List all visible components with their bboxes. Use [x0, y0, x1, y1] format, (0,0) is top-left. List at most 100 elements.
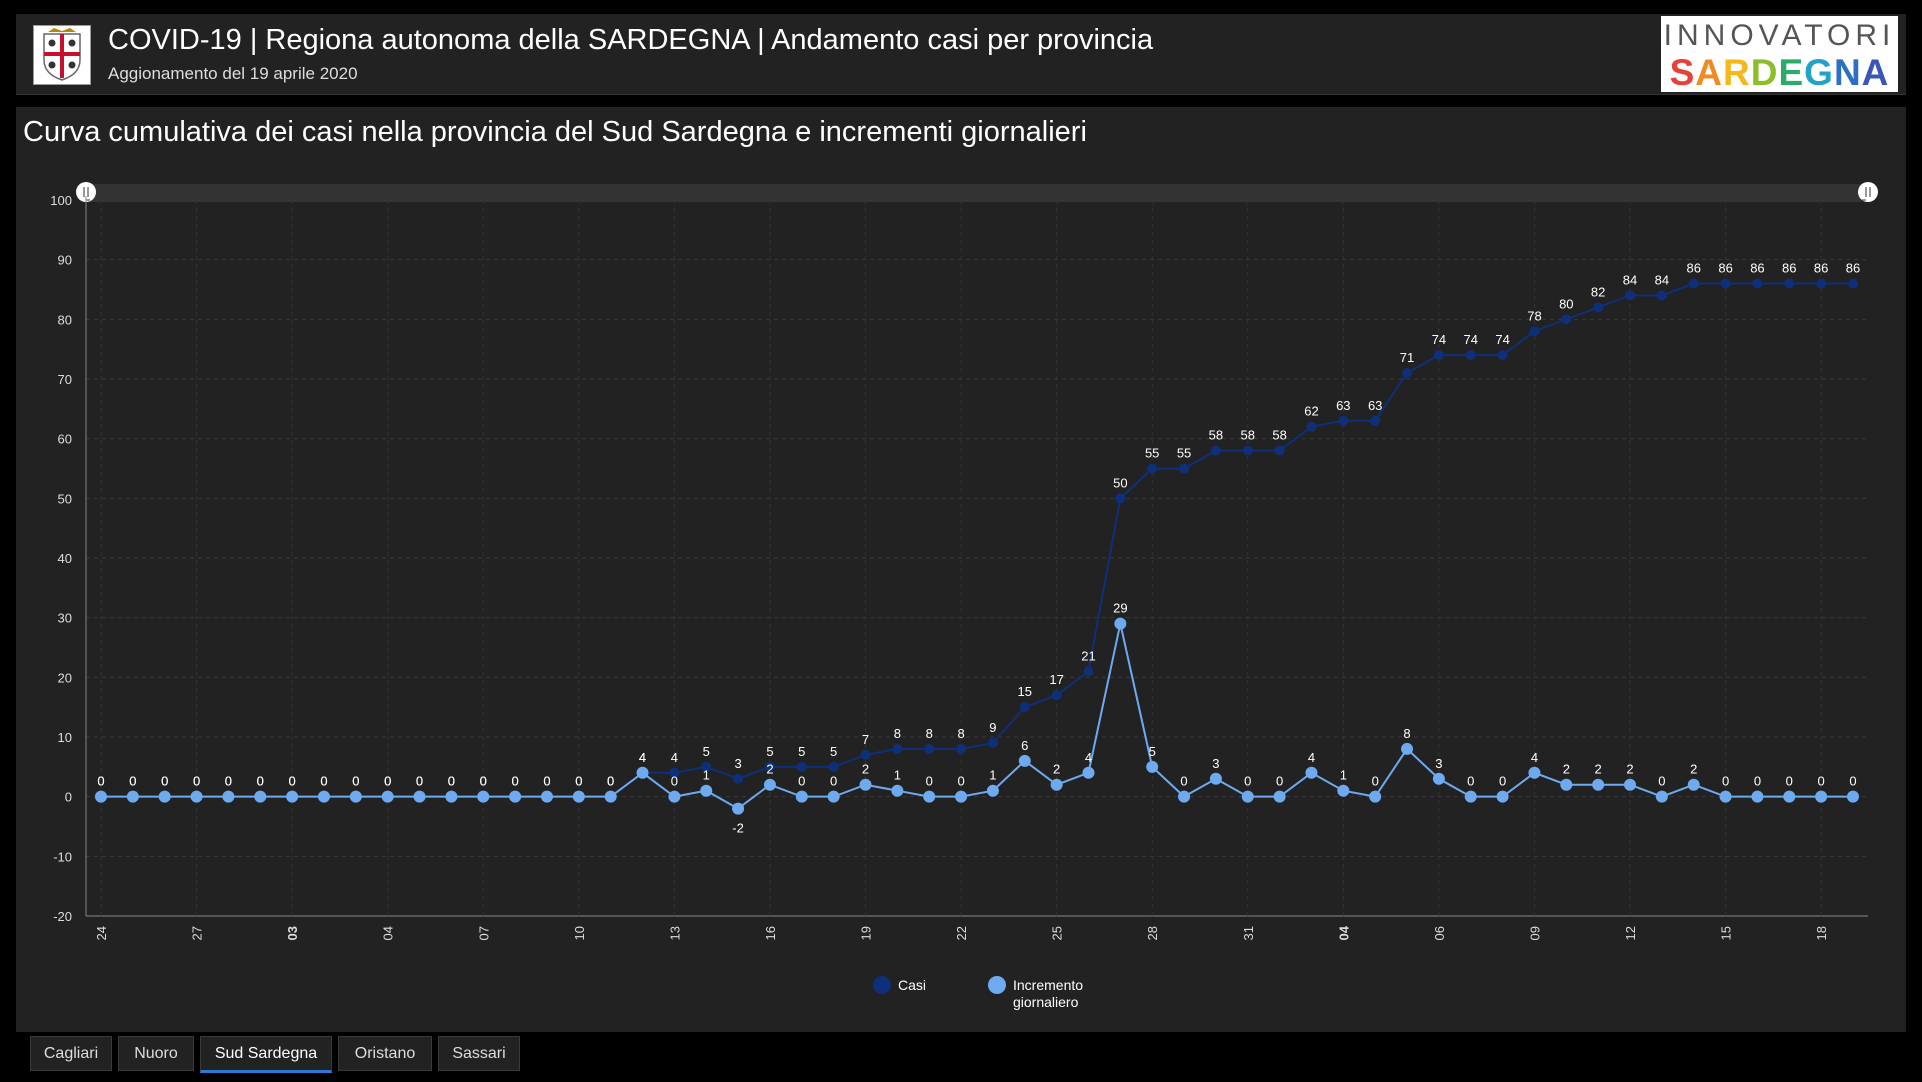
data-point	[1306, 421, 1317, 432]
data-label: 3	[1212, 756, 1219, 771]
data-label: 78	[1527, 308, 1541, 323]
data-point	[1465, 350, 1476, 361]
data-point	[795, 790, 808, 803]
data-point	[956, 743, 967, 754]
data-label: 2	[1626, 762, 1633, 777]
data-label: 0	[543, 774, 550, 789]
tab-cagliari[interactable]: Cagliari	[30, 1036, 112, 1071]
x-tick-label: 09	[1527, 926, 1542, 940]
logo-letter: R	[1723, 52, 1751, 93]
data-point	[349, 790, 362, 803]
data-label: 4	[639, 750, 646, 765]
data-label: 0	[448, 774, 455, 789]
data-label: 0	[225, 774, 232, 789]
data-label: 0	[575, 774, 582, 789]
data-point	[1464, 790, 1477, 803]
data-label: 55	[1145, 446, 1159, 461]
data-point	[986, 784, 999, 797]
data-point	[1752, 278, 1763, 289]
data-point	[1529, 326, 1540, 337]
x-tick-label: 24	[94, 926, 109, 940]
data-label: 0	[1658, 774, 1665, 789]
x-tick-label: 31	[1241, 926, 1256, 940]
data-label: 86	[1846, 261, 1860, 276]
tab-oristano[interactable]: Oristano	[338, 1036, 432, 1071]
range-slider-handle-left[interactable]	[76, 182, 96, 202]
data-point	[1274, 445, 1285, 456]
data-point	[1050, 778, 1063, 791]
data-label: 0	[161, 774, 168, 789]
data-label: 1	[894, 768, 901, 783]
data-point	[1115, 493, 1126, 504]
data-label: 21	[1081, 648, 1095, 663]
x-tick-label: 06	[1432, 926, 1447, 940]
data-label: 0	[129, 774, 136, 789]
data-label: 58	[1241, 428, 1255, 443]
y-tick-label: 80	[58, 312, 72, 327]
data-point	[860, 749, 871, 760]
data-point	[700, 784, 713, 797]
data-point	[1528, 766, 1541, 779]
data-point	[572, 790, 585, 803]
data-label: 9	[989, 720, 996, 735]
data-label: 74	[1495, 332, 1509, 347]
legend-marker-casi	[873, 976, 891, 994]
tab-sassari[interactable]: Sassari	[438, 1036, 520, 1071]
data-point	[1815, 790, 1828, 803]
y-tick-label: 10	[58, 730, 72, 745]
logo-line2: SARDEGNA	[1661, 52, 1898, 94]
data-point	[222, 790, 235, 803]
tab-sud-sardegna[interactable]: Sud Sardegna	[200, 1036, 332, 1073]
data-point	[733, 773, 744, 784]
data-point	[1147, 463, 1158, 474]
data-label: 0	[320, 774, 327, 789]
x-tick-label: 03	[285, 926, 300, 940]
tab-nuoro[interactable]: Nuoro	[118, 1036, 194, 1071]
data-point	[923, 790, 936, 803]
data-point	[892, 743, 903, 754]
data-point	[1051, 690, 1062, 701]
data-label: 0	[543, 774, 550, 789]
data-label: 7	[862, 732, 869, 747]
data-point	[1816, 278, 1827, 289]
data-point	[764, 761, 775, 772]
data-label: 0	[511, 774, 518, 789]
logo-letter: A	[1861, 52, 1890, 93]
x-tick-label: 04	[1336, 925, 1351, 940]
data-label: 0	[416, 774, 423, 789]
y-tick-label: 0	[65, 790, 72, 805]
data-point	[796, 761, 807, 772]
data-label: 0	[257, 774, 264, 789]
x-tick-label: 13	[667, 926, 682, 940]
data-label: 0	[352, 774, 359, 789]
sardinia-crest-logo	[33, 25, 91, 85]
legend-label-casi: Casi	[898, 977, 926, 993]
x-tick-label: 18	[1814, 926, 1829, 940]
data-point	[1560, 778, 1573, 791]
data-label: 0	[480, 774, 487, 789]
y-tick-label: 90	[58, 253, 72, 268]
data-point	[540, 790, 553, 803]
x-tick-label: 27	[190, 926, 205, 940]
data-label: 0	[161, 774, 168, 789]
data-label: 0	[448, 774, 455, 789]
data-label: 0	[511, 774, 518, 789]
data-point	[1402, 368, 1413, 379]
data-point	[190, 790, 203, 803]
legend-label-incremento: Incremento	[1013, 977, 1083, 993]
data-label: 0	[97, 774, 104, 789]
data-point	[1305, 766, 1318, 779]
data-label: 1	[989, 768, 996, 783]
range-slider-handle-right[interactable]	[1858, 182, 1878, 202]
x-tick-label: 28	[1145, 926, 1160, 940]
data-label: 0	[289, 774, 296, 789]
data-label: 5	[766, 744, 773, 759]
data-label: 62	[1304, 404, 1318, 419]
data-point	[1593, 302, 1604, 313]
data-label: 0	[798, 774, 805, 789]
data-point	[158, 790, 171, 803]
data-label: 84	[1623, 272, 1637, 287]
data-point	[1497, 350, 1508, 361]
data-label: 0	[384, 774, 391, 789]
